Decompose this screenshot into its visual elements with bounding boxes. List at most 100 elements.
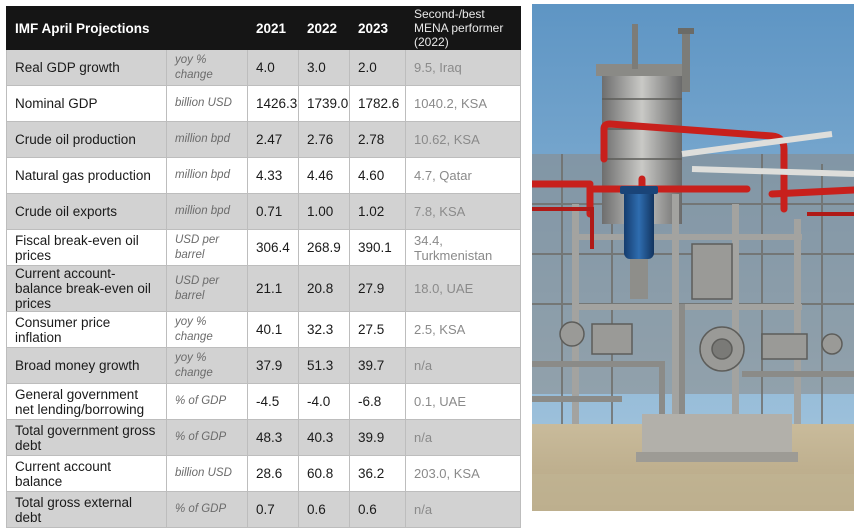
- value-2022-cell: 60.8: [298, 455, 350, 492]
- best-performer-cell: 0.1, UAE: [405, 383, 521, 420]
- value-2022-cell: 40.3: [298, 419, 350, 456]
- table-row: Real GDP growth yoy % change 4.0 3.0 2.0 9.5,…: [6, 49, 521, 86]
- best-performer-cell: n/a: [405, 491, 521, 528]
- value-2022-cell: 1.00: [298, 193, 350, 230]
- best-performer-cell: 4.7, Qatar: [405, 157, 521, 194]
- value-2021-cell: 1426.3: [247, 85, 299, 122]
- value-2021-cell: -4.5: [247, 383, 299, 420]
- value-2021-cell: 40.1: [247, 311, 299, 348]
- oil-plant-photo: [532, 4, 854, 511]
- value-2023-cell: -6.8: [349, 383, 406, 420]
- value-2023-cell: 39.9: [349, 419, 406, 456]
- indicator-cell: Current account-balance break-even oil p…: [6, 265, 167, 312]
- value-2022-cell: 4.46: [298, 157, 350, 194]
- value-2021-cell: 0.7: [247, 491, 299, 528]
- imf-projections-table: IMF April Projections 2021 2022 2023 Sec…: [6, 6, 521, 528]
- unit-cell: % of GDP: [166, 383, 248, 420]
- value-2021-cell: 48.3: [247, 419, 299, 456]
- value-2023-cell: 390.1: [349, 229, 406, 266]
- value-2021-cell: 306.4: [247, 229, 299, 266]
- indicator-cell: Natural gas production: [6, 157, 167, 194]
- value-2021-cell: 2.47: [247, 121, 299, 158]
- value-2022-cell: 51.3: [298, 347, 350, 384]
- value-2022-cell: -4.0: [298, 383, 350, 420]
- unit-cell: million bpd: [166, 157, 248, 194]
- value-2021-cell: 0.71: [247, 193, 299, 230]
- table-row: Current account balance billion USD 28.6 60…: [6, 455, 521, 492]
- oil-plant-illustration: [532, 4, 854, 511]
- indicator-cell: Nominal GDP: [6, 85, 167, 122]
- indicator-cell: Fiscal break-even oil prices: [6, 229, 167, 266]
- indicator-cell: Broad money growth: [6, 347, 167, 384]
- year-header-2023: 2023: [349, 6, 406, 50]
- table-row: Crude oil production million bpd 2.47 2.76 2…: [6, 121, 521, 158]
- value-2021-cell: 28.6: [247, 455, 299, 492]
- indicator-cell: Consumer price inflation: [6, 311, 167, 348]
- indicator-cell: Current account balance: [6, 455, 167, 492]
- year-header-2022: 2022: [298, 6, 350, 50]
- table-title: IMF April Projections: [6, 6, 167, 50]
- unit-cell: billion USD: [166, 85, 248, 122]
- best-performer-cell: n/a: [405, 347, 521, 384]
- table-row: Broad money growth yoy % change 37.9 51.3 39…: [6, 347, 521, 384]
- value-2023-cell: 4.60: [349, 157, 406, 194]
- unit-cell: million bpd: [166, 193, 248, 230]
- best-performer-header: Second-/best MENA performer (2022): [405, 6, 521, 50]
- value-2023-cell: 0.6: [349, 491, 406, 528]
- best-performer-cell: n/a: [405, 419, 521, 456]
- value-2021-cell: 4.0: [247, 49, 299, 86]
- value-2023-cell: 1.02: [349, 193, 406, 230]
- value-2022-cell: 3.0: [298, 49, 350, 86]
- indicator-cell: Crude oil production: [6, 121, 167, 158]
- table-row: Total government gross debt% of GDP 48.3 4…: [6, 419, 521, 456]
- unit-cell: billion USD: [166, 455, 248, 492]
- value-2023-cell: 2.0: [349, 49, 406, 86]
- table-body: Real GDP growth yoy % change 4.0 3.0 2.0 9.5,…: [6, 49, 521, 528]
- imf-projections-table-container: IMF April Projections 2021 2022 2023 Sec…: [6, 6, 521, 528]
- value-2022-cell: 268.9: [298, 229, 350, 266]
- value-2022-cell: 20.8: [298, 265, 350, 312]
- unit-cell: yoy % change: [166, 49, 248, 86]
- unit-cell: % of GDP: [166, 419, 248, 456]
- unit-cell: million bpd: [166, 121, 248, 158]
- year-header-2021: 2021: [247, 6, 299, 50]
- table-row: Current account-balance break-even oil p…: [6, 265, 521, 312]
- best-performer-cell: 1040.2, KSA: [405, 85, 521, 122]
- indicator-cell: General government net lending/borrowing: [6, 383, 167, 420]
- indicator-cell: Real GDP growth: [6, 49, 167, 86]
- value-2021-cell: 21.1: [247, 265, 299, 312]
- unit-cell: yoy % change: [166, 311, 248, 348]
- best-performer-cell: 18.0, UAE: [405, 265, 521, 312]
- indicator-cell: Total government gross debt: [6, 419, 167, 456]
- unit-cell: yoy % change: [166, 347, 248, 384]
- table-row: Consumer price inflation yoy % change 40.1…: [6, 311, 521, 348]
- table-row: Crude oil exports million bpd 0.71 1.00 1.02…: [6, 193, 521, 230]
- value-2022-cell: 2.76: [298, 121, 350, 158]
- unit-cell: USD per barrel: [166, 229, 248, 266]
- best-performer-cell: 203.0, KSA: [405, 455, 521, 492]
- best-performer-cell: 34.4, Turkmenistan: [405, 229, 521, 266]
- value-2022-cell: 0.6: [298, 491, 350, 528]
- best-performer-cell: 2.5, KSA: [405, 311, 521, 348]
- table-row: Nominal GDP billion USD 1426.3 1739.0 1782.6…: [6, 85, 521, 122]
- value-2023-cell: 1782.6: [349, 85, 406, 122]
- best-performer-cell: 7.8, KSA: [405, 193, 521, 230]
- table-row: Natural gas production million bpd 4.33 4.4…: [6, 157, 521, 194]
- value-2021-cell: 4.33: [247, 157, 299, 194]
- value-2023-cell: 27.9: [349, 265, 406, 312]
- value-2023-cell: 2.78: [349, 121, 406, 158]
- indicator-cell: Total gross external debt: [6, 491, 167, 528]
- table-header-row: IMF April Projections 2021 2022 2023 Sec…: [6, 6, 521, 50]
- value-2023-cell: 39.7: [349, 347, 406, 384]
- table-row: General government net lending/borrowing…: [6, 383, 521, 420]
- unit-cell: % of GDP: [166, 491, 248, 528]
- unit-header: [166, 6, 248, 50]
- best-performer-cell: 10.62, KSA: [405, 121, 521, 158]
- table-row: Total gross external debt% of GDP 0.7 0.6 0…: [6, 491, 521, 528]
- value-2023-cell: 27.5: [349, 311, 406, 348]
- value-2022-cell: 32.3: [298, 311, 350, 348]
- value-2022-cell: 1739.0: [298, 85, 350, 122]
- table-row: Fiscal break-even oil prices USD per barr…: [6, 229, 521, 266]
- unit-cell: USD per barrel: [166, 265, 248, 312]
- value-2021-cell: 37.9: [247, 347, 299, 384]
